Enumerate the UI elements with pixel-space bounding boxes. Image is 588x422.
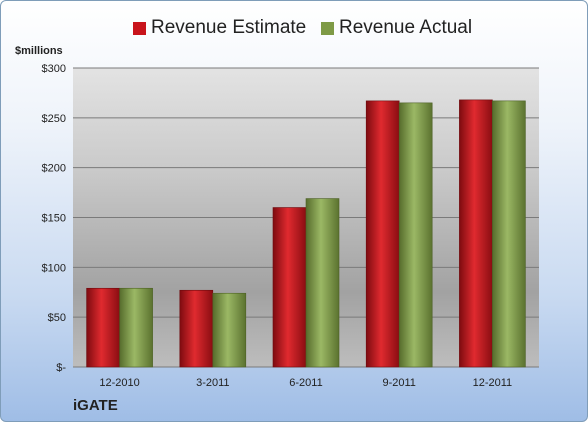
bar-actual <box>212 292 247 368</box>
y-axis-ticks: $- $50 $100 $150 $200 $250 $300 <box>42 63 67 374</box>
bar-estimate <box>86 287 120 368</box>
legend-item-estimate: Revenue Estimate <box>133 17 306 39</box>
legend-label-estimate: Revenue Estimate <box>151 17 307 38</box>
bar-actual <box>398 102 433 368</box>
y-tick-label: $- <box>56 362 66 374</box>
bar-estimate <box>272 207 307 368</box>
y-tick-label: $300 <box>42 63 66 75</box>
legend-swatch-actual <box>321 21 334 35</box>
y-unit-label: $millions <box>15 45 63 57</box>
x-tick-label: 9-2011 <box>382 377 415 389</box>
bar-actual <box>119 287 153 368</box>
legend-label-actual: Revenue Actual <box>339 17 473 38</box>
x-tick-label: 3-2011 <box>196 377 229 389</box>
x-axis-ticks: 12-2010 3-2011 6-2011 9-2011 12-2011 <box>99 377 512 389</box>
company-label: iGATE <box>73 397 118 414</box>
legend-swatch-estimate <box>133 21 146 35</box>
x-tick-label: 6-2011 <box>289 377 322 389</box>
bar-estimate <box>179 289 214 368</box>
bar-actual <box>305 198 340 368</box>
x-tick-label: 12-2011 <box>473 377 513 389</box>
bar-estimate <box>459 99 493 368</box>
y-tick-label: $150 <box>42 213 66 225</box>
bar-actual <box>492 100 526 368</box>
y-tick-label: $50 <box>48 312 66 324</box>
y-tick-label: $200 <box>42 163 66 175</box>
y-tick-label: $250 <box>42 113 66 125</box>
x-tick-label: 12-2010 <box>99 377 139 389</box>
legend: Revenue Estimate Revenue Actual <box>1 17 587 43</box>
bars <box>86 99 526 368</box>
y-tick-label: $100 <box>42 262 66 274</box>
legend-item-actual: Revenue Actual <box>321 17 472 39</box>
bar-estimate <box>365 100 400 368</box>
